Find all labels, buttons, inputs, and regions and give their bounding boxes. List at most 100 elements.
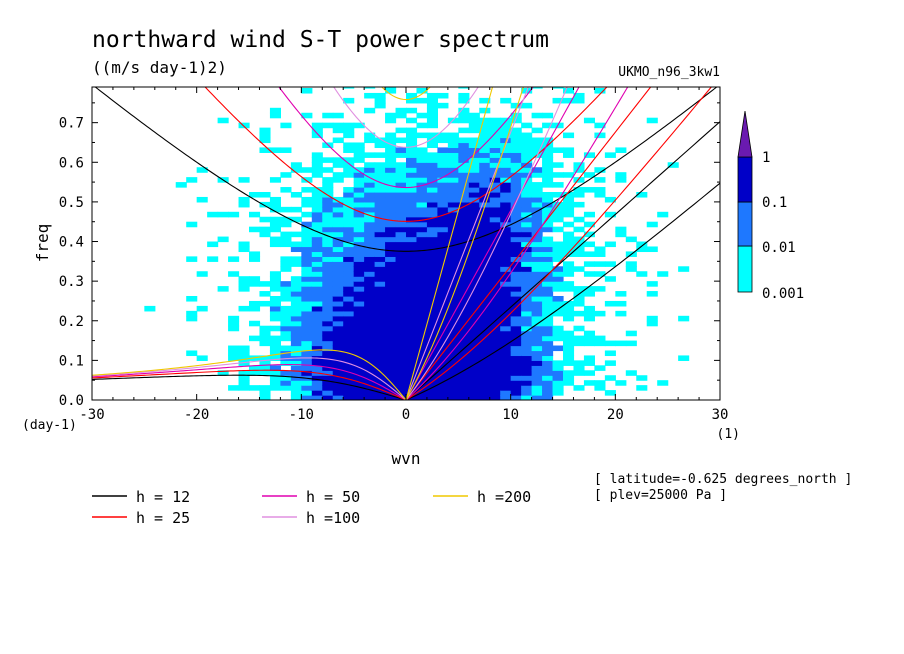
heatmap-cell (510, 385, 522, 391)
heatmap-cell (479, 157, 491, 163)
heatmap-cell (615, 177, 627, 183)
heatmap-cell (583, 211, 595, 218)
dispersion-curve-h100-inertio-gravity (333, 87, 479, 148)
heatmap-cell (353, 286, 365, 292)
dispersion-curves (92, 87, 720, 400)
heatmap-cell (353, 315, 365, 322)
heatmap-cell (615, 340, 627, 347)
heatmap-cell (510, 152, 522, 158)
heatmap-cell (437, 305, 449, 312)
heatmap-cell (521, 231, 533, 238)
heatmap-cell (353, 172, 365, 178)
heatmap-cell (406, 117, 418, 124)
heatmap-cell (479, 167, 491, 173)
heatmap-cell (311, 162, 323, 168)
heatmap-cell (416, 167, 428, 173)
heatmap-cell (426, 122, 438, 129)
heatmap-cell (531, 385, 543, 391)
heatmap-cell (385, 256, 397, 262)
heatmap-cell (458, 117, 470, 124)
heatmap-cell (385, 300, 397, 307)
heatmap-cell (269, 112, 281, 119)
heatmap-cell (479, 177, 491, 183)
heatmap-cell (437, 196, 449, 203)
heatmap-cell (447, 231, 459, 238)
heatmap-cell (343, 320, 355, 327)
heatmap-cell (521, 122, 533, 129)
colorbar-label-0.1: 0.1 (762, 195, 787, 211)
heatmap-cell (437, 286, 449, 292)
heatmap-cell (249, 385, 261, 391)
heatmap-cell (416, 345, 428, 352)
heatmap-cell (406, 216, 418, 223)
heatmap-cell (510, 345, 522, 352)
heatmap-cell (458, 320, 470, 327)
heatmap-cell (458, 335, 470, 342)
heatmap-cell (594, 340, 606, 347)
heatmap-cell (458, 380, 470, 386)
heatmap-cell (437, 266, 449, 272)
heatmap-cell (458, 330, 470, 337)
heatmap-cell (364, 172, 376, 178)
heatmap-cell (406, 251, 418, 257)
heatmap-cell (280, 320, 292, 327)
heatmap-cell (479, 256, 491, 262)
heatmap-cell (552, 286, 564, 292)
heatmap-cell (322, 211, 334, 218)
heatmap-cell (416, 221, 428, 228)
heatmap-cell (489, 390, 501, 396)
heatmap-cell (531, 172, 543, 178)
heatmap-cell (510, 221, 522, 228)
heatmap-cell (458, 226, 470, 233)
heatmap-cell (542, 251, 554, 257)
heatmap-cell (385, 310, 397, 317)
heatmap-cell (416, 315, 428, 322)
heatmap-cell (364, 256, 376, 262)
heatmap-cell (353, 122, 365, 129)
heatmap-cell (395, 340, 407, 347)
heatmap-cell (468, 201, 480, 208)
heatmap-cell (385, 291, 397, 297)
heatmap-cell (364, 340, 376, 347)
heatmap-cell (416, 385, 428, 391)
heatmap-cell (280, 206, 292, 213)
heatmap-cell (521, 330, 533, 337)
heatmap-cell (458, 360, 470, 366)
heatmap-cell (437, 291, 449, 297)
heatmap-cell (280, 187, 292, 193)
heatmap-cell (447, 182, 459, 188)
heatmap-cell (280, 261, 292, 267)
heatmap-cell (458, 127, 470, 134)
heatmap-cell (552, 147, 564, 153)
heatmap-cell (353, 211, 365, 218)
heatmap-cell (531, 286, 543, 292)
heatmap-cell (479, 182, 491, 188)
heatmap-cell (552, 206, 564, 213)
heatmap-cell (406, 206, 418, 213)
heatmap-cell (322, 266, 334, 272)
heatmap-cell (353, 261, 365, 267)
heatmap-cell (583, 152, 595, 158)
y-tick-label: 0.2 (59, 314, 84, 330)
heatmap-cell (437, 340, 449, 347)
heatmap-cell (290, 281, 302, 287)
heatmap-cell (343, 251, 355, 257)
heatmap-cell (343, 191, 355, 198)
heatmap-cell (479, 310, 491, 317)
heatmap-cell (531, 365, 543, 371)
heatmap-cell (249, 276, 261, 282)
heatmap-cell (353, 246, 365, 253)
heatmap-cell (416, 360, 428, 366)
heatmap-cell (531, 355, 543, 361)
heatmap-cell (447, 385, 459, 391)
heatmap-cell (395, 256, 407, 262)
heatmap-cell (510, 206, 522, 213)
heatmap-cell (343, 127, 355, 134)
heatmap-cell (468, 360, 480, 366)
heatmap-cell (437, 211, 449, 218)
heatmap-cell (353, 295, 365, 302)
heatmap-cell (311, 251, 323, 257)
heatmap-cell (322, 112, 334, 119)
heatmap-cell (437, 281, 449, 287)
heatmap-cell (311, 241, 323, 248)
